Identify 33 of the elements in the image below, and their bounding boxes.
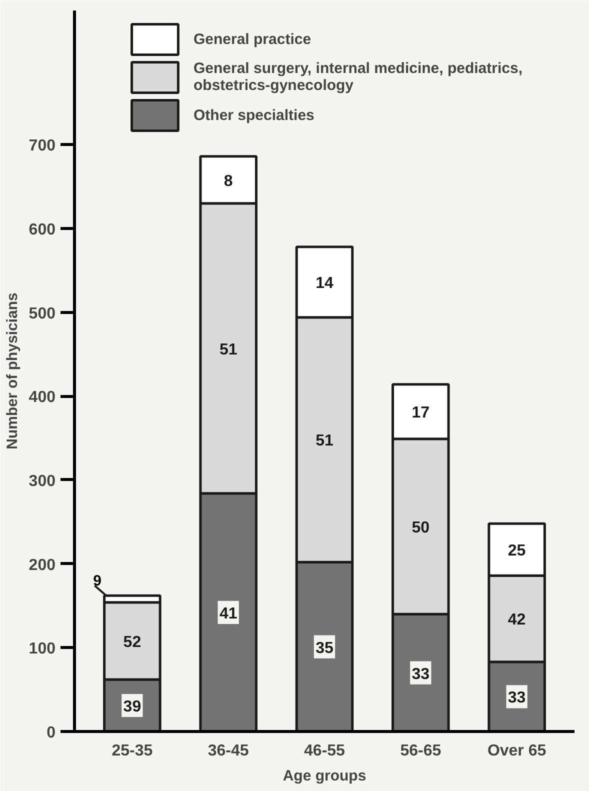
annotation: 42: [508, 612, 526, 629]
y-tick-label: 0: [46, 724, 56, 742]
x-tick-label: 46-55: [304, 742, 346, 760]
annotation: 51: [316, 432, 334, 450]
x-tick-label: 36-45: [208, 742, 249, 760]
annotation: 50: [412, 520, 430, 537]
x-axis-title: Age groups: [282, 768, 366, 784]
y-tick-label: 600: [28, 221, 56, 238]
annotation: 41: [219, 605, 238, 622]
annotation: 8: [224, 172, 233, 190]
legend-label: General practice: [193, 30, 312, 48]
annotation: 52: [123, 634, 142, 651]
x-tick-label: Over 65: [487, 742, 546, 760]
annotation: 35: [316, 640, 334, 657]
annotation: 9: [93, 572, 102, 590]
annotation: 51: [219, 341, 238, 358]
annotation: 33: [412, 666, 430, 683]
annotation: 17: [412, 404, 430, 422]
legend-label: Other specialties: [193, 106, 314, 124]
y-tick-label: 300: [28, 472, 56, 490]
annotation: 25: [508, 542, 526, 560]
y-tick-label: 100: [28, 640, 56, 658]
y-tick-label: 700: [28, 138, 56, 155]
y-tick-label: 400: [28, 389, 56, 406]
legend-label: General surgery, internal medicine, pediatrics, obstetrics-gynecology: [193, 60, 523, 94]
x-tick-label: 25-35: [112, 742, 153, 760]
x-tick-label: 56-65: [400, 742, 442, 760]
annotation: 14: [316, 275, 334, 292]
annotation: 39: [123, 698, 142, 716]
y-tick-label: 500: [28, 305, 56, 322]
y-axis-title: Number of physicians: [4, 292, 21, 450]
annotation: 33: [508, 690, 526, 707]
y-tick-label: 200: [28, 556, 56, 574]
